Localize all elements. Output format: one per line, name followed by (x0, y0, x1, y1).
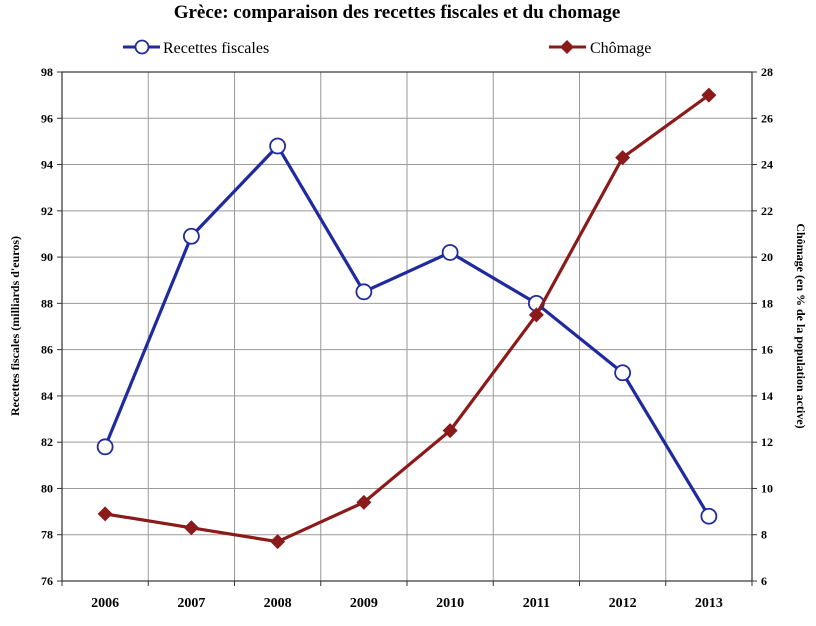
chart-title: Grèce: comparaison des recettes fiscales… (174, 2, 621, 23)
data-point-recettes (441, 244, 459, 261)
legend-marker-chomage (560, 40, 574, 54)
y-tick-label: 98 (41, 65, 53, 79)
y2-tick-label: 24 (761, 158, 773, 172)
data-point-chomage (183, 520, 199, 536)
data-point-recettes (355, 283, 373, 301)
data-point-recettes (269, 137, 287, 155)
y-tick-label: 88 (41, 296, 53, 310)
y2-tick-label: 18 (761, 296, 773, 310)
x-tick-label: 2010 (436, 596, 464, 611)
data-point-recettes (700, 507, 718, 525)
y2-tick-label: 14 (761, 389, 773, 403)
data-point-chomage (270, 534, 286, 550)
y-tick-label: 94 (41, 158, 53, 172)
grid (62, 71, 752, 582)
data-point-chomage (528, 307, 544, 323)
data-point-chomage (442, 423, 458, 439)
data-point-chomage (356, 494, 372, 510)
x-tick-label: 2012 (609, 596, 637, 611)
data-point-recettes (182, 227, 200, 245)
y-tick-label: 84 (41, 389, 53, 403)
x-axis: 2006 2007 2008 2009 2010 2011 2012 2013 (61, 581, 753, 611)
series (96, 87, 718, 550)
y-tick-label: 78 (41, 528, 53, 542)
series-line-chomage (104, 93, 710, 544)
series-recettes (96, 137, 718, 525)
y2-tick-label: 8 (761, 528, 767, 542)
x-tick-label: 2007 (177, 596, 205, 611)
data-point-chomage (97, 506, 113, 522)
y2-tick-label: 12 (761, 435, 773, 449)
y-tick-label: 92 (41, 204, 53, 218)
x-tick-label: 2013 (695, 596, 723, 611)
y-tick-label: 90 (41, 250, 53, 264)
y2-tick-label: 26 (761, 111, 773, 125)
data-point-chomage (701, 87, 717, 103)
y-tick-label: 80 (41, 481, 53, 495)
series-chomage (97, 87, 717, 550)
y-axis-right: 6 8 10 12 14 16 18 20 22 24 26 28 (752, 65, 773, 588)
y2-tick-label: 22 (761, 204, 773, 218)
x-tick-label: 2011 (523, 596, 550, 611)
y-axis-left: 76 78 80 82 84 86 88 90 92 94 96 98 (41, 65, 62, 588)
data-point-chomage (615, 150, 631, 166)
series-line-recettes (103, 144, 711, 518)
legend-label-recettes: Recettes fiscales (163, 40, 269, 57)
y-tick-label: 86 (41, 343, 53, 357)
legend-marker-recettes (134, 39, 150, 55)
legend-label-chomage: Chômage (590, 40, 651, 57)
y2-tick-label: 28 (761, 65, 773, 79)
y-tick-label: 96 (41, 111, 53, 125)
data-point-recettes (96, 438, 114, 456)
y2-axis-label: Chômage (en % de la population active) (794, 223, 808, 428)
x-tick-label: 2006 (91, 596, 119, 611)
y2-tick-label: 16 (761, 343, 773, 357)
x-tick-label: 2009 (350, 596, 378, 611)
legend: Recettes fiscales Chômage (123, 39, 651, 57)
y-tick-label: 76 (41, 574, 53, 588)
x-tick-label: 2008 (264, 596, 292, 611)
data-point-recettes (614, 364, 632, 382)
y2-tick-label: 6 (761, 574, 767, 588)
y-tick-label: 82 (41, 435, 53, 449)
y-axis-label: Recettes fiscales (milliards d'euros) (8, 236, 22, 416)
y2-tick-label: 20 (761, 250, 773, 264)
y2-tick-label: 10 (761, 481, 773, 495)
